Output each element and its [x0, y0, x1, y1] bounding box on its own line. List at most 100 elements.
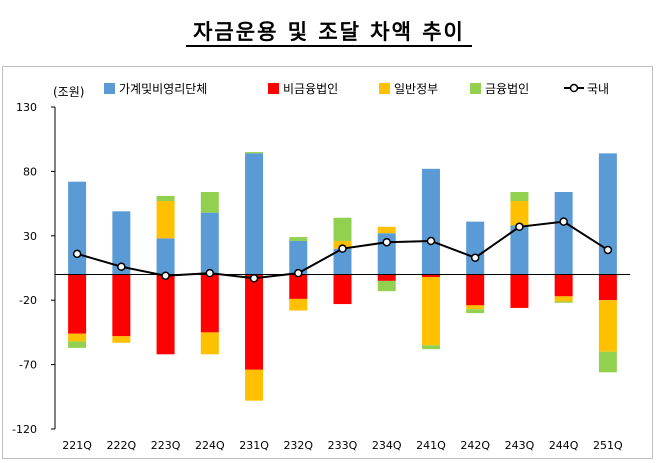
bar-segment	[68, 333, 87, 342]
bar-segment	[421, 277, 440, 346]
line-point	[294, 268, 303, 278]
bar-segment	[333, 274, 352, 305]
legend-label: 비금융법인	[283, 82, 338, 96]
y-tick-label: -20	[19, 294, 37, 307]
bar-segment	[68, 341, 87, 348]
bar-segment	[112, 211, 131, 275]
line-point	[161, 271, 170, 280]
bar-segment	[421, 345, 440, 350]
bar-segment	[333, 248, 352, 275]
x-tick-label: 222Q	[107, 439, 137, 452]
x-tick-label: 223Q	[151, 439, 181, 452]
legend-swatch	[104, 83, 115, 94]
legend: 가계및비영리단체 비금융법인 일반정부 금융법인 국내	[104, 82, 609, 96]
x-tick-label: 221Q	[62, 439, 92, 452]
x-tick-label: 244Q	[549, 439, 579, 452]
bar-segment	[510, 192, 529, 202]
chart-frame	[2, 66, 653, 459]
bar-segment	[510, 274, 529, 308]
x-tick-label: 233Q	[328, 439, 358, 452]
bar-segment	[200, 212, 219, 275]
bar-segment	[289, 240, 308, 275]
legend-marker	[569, 83, 579, 93]
bars	[55, 152, 630, 401]
x-tick-label: 224Q	[195, 439, 225, 452]
x-tick-label: 231Q	[239, 439, 269, 452]
legend-item: 비금융법인	[268, 82, 338, 96]
x-tick-label: 241Q	[416, 439, 446, 452]
legend-label: 금융법인	[485, 82, 529, 96]
bar-segment	[289, 298, 308, 311]
line-point	[72, 249, 82, 259]
bar-segment	[333, 217, 352, 241]
legend-swatch	[470, 83, 481, 94]
bar-segment	[421, 168, 440, 275]
y-axis-unit-label: (조원)	[53, 85, 84, 99]
bar-segment	[510, 225, 529, 275]
bar-segment	[200, 332, 219, 355]
line-point	[470, 253, 480, 262]
x-tick-label: 251Q	[593, 439, 623, 452]
legend-item: 일반정부	[379, 82, 438, 96]
legend-swatch	[379, 83, 390, 94]
bar-segment	[112, 274, 131, 337]
bar-segment	[554, 296, 573, 302]
bar-segment	[156, 201, 175, 239]
bar-segment	[245, 152, 264, 154]
legend-item: 가계및비영리단체	[104, 82, 207, 96]
legend-item: 국내	[564, 82, 609, 96]
y-tick-label: -120	[12, 423, 37, 436]
bar-segment	[200, 274, 219, 333]
bar-segment	[554, 192, 573, 275]
bar-segment	[466, 305, 485, 310]
bar-segment	[245, 274, 264, 370]
legend-swatch	[268, 83, 279, 94]
line-point	[426, 236, 436, 246]
bar-segment	[68, 274, 87, 334]
bar-segment	[598, 351, 617, 373]
line-point	[559, 217, 568, 226]
legend-label: 일반정부	[394, 82, 438, 96]
bar-segment	[156, 274, 175, 355]
bar-segment	[156, 238, 175, 275]
bar-segment	[554, 274, 573, 297]
bar-segment	[377, 274, 396, 281]
x-tick-label: 232Q	[283, 439, 313, 452]
bar-segment	[289, 274, 308, 299]
y-tick-label: 130	[16, 101, 37, 114]
chart-title: 자금운용 및 조달 차액 추이	[193, 20, 465, 44]
bar-segment	[245, 153, 264, 275]
bar-segment	[377, 280, 396, 292]
bar-segment	[156, 195, 175, 202]
title-underline	[186, 45, 472, 47]
bar-segment	[554, 301, 573, 303]
bar-segment	[200, 192, 219, 213]
bar-segment	[289, 237, 308, 241]
legend-label: 가계및비영리단체	[119, 82, 207, 96]
x-tick-label: 242Q	[460, 439, 490, 452]
line-point	[249, 274, 259, 283]
bar-segment	[377, 226, 396, 234]
bar-segment	[112, 336, 131, 343]
bar-segment	[466, 221, 485, 275]
bar-segment	[510, 201, 529, 226]
bar-segment	[598, 300, 617, 352]
line-point	[382, 237, 391, 247]
y-tick-label: -70	[19, 359, 37, 372]
axes: (조원) 130 80 30 -20 -70 -120 221Q 222Q 223Q 224Q 231…	[12, 85, 623, 452]
legend-item: 금융법인	[470, 82, 529, 96]
bar-segment	[466, 274, 485, 306]
bar-segment	[421, 274, 440, 278]
bar-segment	[598, 153, 617, 275]
line-series	[72, 217, 613, 283]
y-tick-label: 80	[23, 165, 37, 178]
line-point	[515, 222, 524, 232]
bar-segment	[598, 274, 617, 301]
legend-label: 국내	[587, 82, 609, 96]
line-point	[338, 244, 347, 253]
x-tick-label: 234Q	[372, 439, 402, 452]
line-point	[117, 262, 126, 271]
y-tick-label: 30	[23, 230, 37, 243]
x-tick-label: 243Q	[505, 439, 535, 452]
